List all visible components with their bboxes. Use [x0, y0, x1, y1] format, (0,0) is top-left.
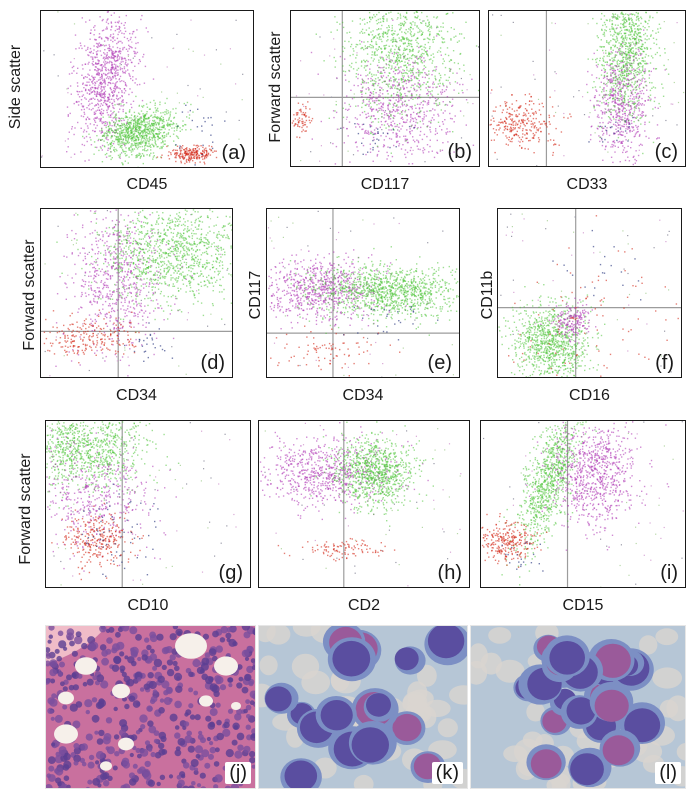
x-axis-label-c: CD33	[566, 176, 608, 193]
panel-label-k: (k)	[431, 762, 463, 784]
population-green-f	[498, 284, 606, 377]
panel-label-c: (c)	[654, 141, 678, 163]
panel-label-f: (f)	[655, 352, 674, 374]
scatter-points-c	[489, 11, 685, 166]
background-events-g	[51, 422, 237, 586]
scatter-points-i	[481, 421, 684, 587]
population-red-c	[489, 89, 572, 156]
population-magenta-d	[55, 209, 193, 377]
population-navy-c	[588, 116, 634, 143]
population-green-d	[56, 209, 232, 333]
population-navy-g	[81, 478, 159, 577]
background-events-c	[490, 14, 685, 166]
panel-label-i: (i)	[660, 562, 678, 584]
scatter-plot-c: (c)	[488, 10, 686, 167]
x-axis-label-g: CD10	[127, 597, 169, 614]
population-green-c	[586, 11, 670, 155]
population-red-h	[277, 537, 396, 562]
scatter-plot-a: (a)	[40, 10, 254, 168]
population-red-g	[51, 502, 144, 581]
micrograph-k: (k)	[258, 625, 468, 789]
y-axis-label-e: CD117	[247, 270, 264, 320]
population-navy-d	[124, 322, 174, 362]
population-red-e	[270, 325, 401, 377]
y-axis-label-a: Side scatter	[7, 44, 24, 130]
scatter-points-d	[41, 209, 232, 377]
y-axis-label-d: Forward scatter	[21, 239, 38, 351]
population-red-f	[508, 215, 679, 377]
micrograph-l: (l)	[470, 625, 686, 789]
x-axis-label-i: CD15	[562, 597, 604, 614]
panel-label-l: (l)	[655, 762, 681, 784]
micrograph-image-l	[471, 626, 685, 788]
background-events-b	[295, 15, 479, 163]
population-red-b	[291, 101, 314, 139]
population-magenta-h	[259, 422, 429, 521]
background-events-f	[500, 213, 672, 373]
scatter-plot-h: (h)	[258, 420, 470, 588]
scatter-plot-g: (g)	[45, 420, 251, 588]
panel-label-e: (e)	[427, 352, 452, 374]
population-green-i	[501, 421, 597, 586]
scatter-points-g	[46, 421, 237, 587]
x-axis-label-h: CD2	[347, 597, 380, 614]
scatter-points-e	[267, 209, 459, 377]
scatter-points-b	[291, 11, 479, 166]
population-navy-b	[340, 123, 415, 155]
population-magenta-a	[66, 11, 155, 162]
cells-k	[259, 626, 467, 788]
y-axis-label-f: CD11b	[479, 270, 496, 320]
scatter-plot-f: (f)	[497, 208, 682, 378]
scatter-plot-i: (i)	[480, 420, 686, 588]
population-green-b	[315, 11, 479, 154]
scatter-plot-b: (b)	[290, 10, 480, 167]
scatter-plot-e: (e)	[266, 208, 460, 378]
population-navy-i	[501, 541, 544, 572]
x-axis-label-a: CD45	[126, 176, 168, 193]
micrograph-j: (j)	[45, 625, 256, 789]
population-green-e	[288, 246, 459, 336]
population-navy-e	[343, 305, 439, 341]
panel-label-h: (h)	[437, 562, 462, 584]
population-navy-f	[552, 229, 642, 301]
scatter-points-a	[41, 11, 244, 167]
population-magenta-i	[525, 421, 670, 551]
panel-label-j: (j)	[225, 762, 251, 784]
scatter-points-f	[498, 209, 681, 377]
y-axis-label-b: Forward scatter	[267, 31, 284, 143]
population-magenta-g	[46, 430, 177, 572]
background-events-h	[264, 422, 462, 587]
y-axis-label-g: Forward scatter	[17, 453, 34, 565]
panel-label-d: (d)	[200, 352, 225, 374]
background-events-d	[44, 210, 228, 377]
micrograph-image-j	[46, 626, 255, 788]
population-magenta-c	[586, 13, 666, 166]
population-red-d	[43, 309, 140, 364]
cells-j	[46, 626, 255, 788]
scatter-plot-d: (d)	[40, 208, 233, 378]
population-magenta-f	[540, 297, 597, 344]
x-axis-label-b: CD117	[360, 176, 410, 193]
population-green-h	[310, 421, 434, 527]
x-axis-label-f: CD16	[569, 387, 610, 404]
x-axis-label-d: CD34	[116, 387, 157, 404]
panel-label-a: (a)	[221, 142, 246, 164]
scatter-points-h	[259, 421, 462, 587]
population-navy-a	[175, 104, 226, 166]
population-green-a	[82, 95, 194, 167]
panel-label-b: (b)	[447, 141, 472, 163]
panel-label-g: (g)	[218, 562, 243, 584]
population-green-g	[46, 421, 180, 515]
micrograph-image-k	[259, 626, 467, 788]
x-axis-label-e: CD34	[342, 387, 384, 404]
population-red-a	[156, 144, 218, 165]
